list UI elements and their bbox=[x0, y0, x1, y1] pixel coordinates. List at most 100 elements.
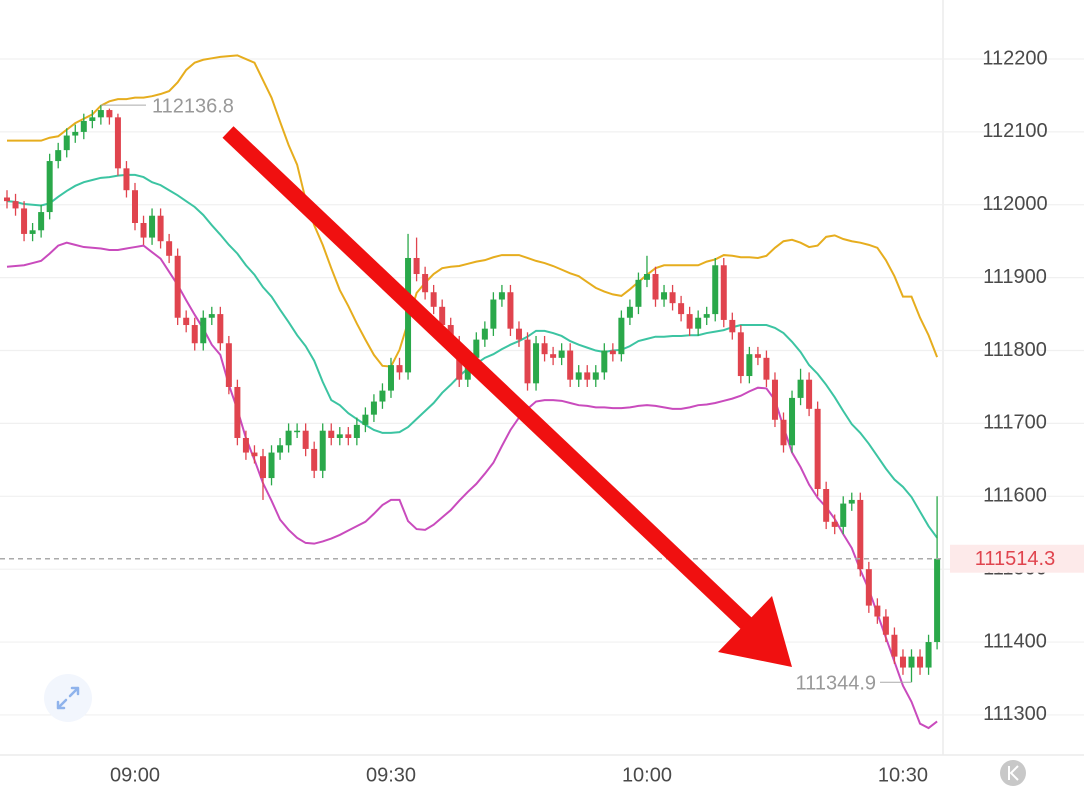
candle-body bbox=[328, 430, 335, 438]
candle-body bbox=[643, 274, 650, 280]
candle-body bbox=[481, 328, 488, 340]
candle-body bbox=[396, 365, 403, 373]
candle-body bbox=[131, 190, 138, 224]
band-line bbox=[7, 54, 939, 368]
candle-body bbox=[140, 223, 147, 238]
candle-body bbox=[609, 350, 616, 355]
candle-body bbox=[259, 456, 266, 479]
candle-body bbox=[63, 135, 70, 151]
candle-body bbox=[754, 354, 761, 358]
candle-body bbox=[917, 656, 924, 668]
candle-body bbox=[840, 503, 847, 527]
candle-body bbox=[123, 168, 130, 191]
candle-body bbox=[277, 445, 284, 453]
candle-body bbox=[925, 642, 932, 668]
candle-body bbox=[294, 430, 301, 433]
candle-body bbox=[652, 274, 659, 300]
y-tick-label: 111900 bbox=[983, 266, 1047, 288]
candle-body bbox=[550, 354, 557, 358]
candle-body bbox=[541, 343, 548, 355]
y-tick-label: 111800 bbox=[983, 339, 1047, 361]
candle-body bbox=[899, 656, 906, 668]
candle-body bbox=[114, 117, 121, 169]
candle-body bbox=[661, 292, 668, 300]
candle-body bbox=[4, 197, 10, 202]
candle-body bbox=[635, 279, 642, 307]
candle-body bbox=[387, 365, 394, 391]
candle-body bbox=[908, 656, 915, 668]
y-tick-label: 112000 bbox=[982, 193, 1047, 215]
candle-body bbox=[174, 255, 181, 318]
candle-body bbox=[319, 430, 326, 471]
candle-body bbox=[703, 314, 710, 318]
candle-body bbox=[46, 161, 53, 213]
candle-body bbox=[242, 437, 249, 453]
candle-body bbox=[345, 434, 352, 438]
candle-body bbox=[882, 616, 889, 635]
arrow-head bbox=[718, 596, 792, 667]
expand-bg[interactable] bbox=[44, 674, 92, 722]
candle-body bbox=[874, 605, 881, 617]
candle-body bbox=[678, 303, 685, 315]
candle-body bbox=[533, 343, 540, 384]
trend-arrow bbox=[222, 126, 792, 667]
candle-body bbox=[183, 317, 190, 326]
candle-body bbox=[29, 230, 36, 234]
y-tick-label: 112100 bbox=[982, 120, 1047, 142]
candle-body bbox=[857, 499, 864, 570]
candle-body bbox=[746, 354, 753, 377]
candle-body bbox=[601, 350, 608, 373]
candle-body bbox=[157, 215, 164, 242]
candle-body bbox=[285, 430, 292, 446]
candle-body bbox=[686, 314, 693, 329]
expand-icon[interactable] bbox=[56, 686, 80, 710]
candle-body bbox=[200, 317, 207, 344]
k-bg[interactable] bbox=[1000, 760, 1026, 786]
candle-body bbox=[712, 265, 719, 315]
candle-body bbox=[106, 110, 113, 118]
candle-body bbox=[498, 292, 505, 300]
candle-body bbox=[515, 328, 522, 340]
candle-body bbox=[72, 131, 79, 136]
candle-body bbox=[370, 401, 377, 415]
candle-body bbox=[473, 339, 480, 358]
candle-body bbox=[166, 241, 173, 256]
k-icon[interactable] bbox=[1008, 765, 1019, 781]
candle-body bbox=[353, 424, 360, 438]
candle-body bbox=[208, 314, 215, 318]
candle-body bbox=[21, 208, 28, 234]
y-tick-label: 111700 bbox=[983, 412, 1047, 434]
candle-body bbox=[55, 150, 62, 162]
high-label: 112136.8 bbox=[152, 95, 234, 117]
candle-body bbox=[405, 257, 412, 373]
candle-body bbox=[720, 265, 727, 320]
candle-body bbox=[413, 257, 420, 275]
candle-body bbox=[268, 452, 275, 479]
candle-body bbox=[302, 430, 309, 449]
candle-body bbox=[831, 521, 838, 527]
candle-body bbox=[217, 314, 224, 344]
candle-body bbox=[669, 292, 676, 304]
candle-body bbox=[336, 434, 343, 438]
candle-body bbox=[848, 499, 855, 504]
candle-body bbox=[626, 306, 633, 318]
candle-body bbox=[575, 372, 582, 380]
candle-body bbox=[592, 372, 599, 380]
y-tick-label: 111600 bbox=[983, 485, 1047, 507]
arrow-shaft bbox=[222, 126, 754, 631]
candle-body bbox=[524, 339, 531, 384]
candle-body bbox=[771, 379, 778, 420]
k-button[interactable] bbox=[1000, 760, 1026, 786]
candle-body bbox=[584, 372, 591, 380]
candle-body bbox=[567, 350, 574, 380]
candle-body bbox=[789, 397, 796, 446]
x-tick-label: 10:00 bbox=[622, 764, 672, 786]
y-tick-label: 111400 bbox=[983, 630, 1047, 652]
candle-body bbox=[439, 306, 446, 326]
expand-button[interactable] bbox=[44, 674, 92, 722]
current-price-box bbox=[950, 544, 1084, 573]
y-tick-label: 112200 bbox=[982, 47, 1047, 69]
plot-area: 1113001114001115001116001117001118001119… bbox=[0, 47, 1084, 786]
